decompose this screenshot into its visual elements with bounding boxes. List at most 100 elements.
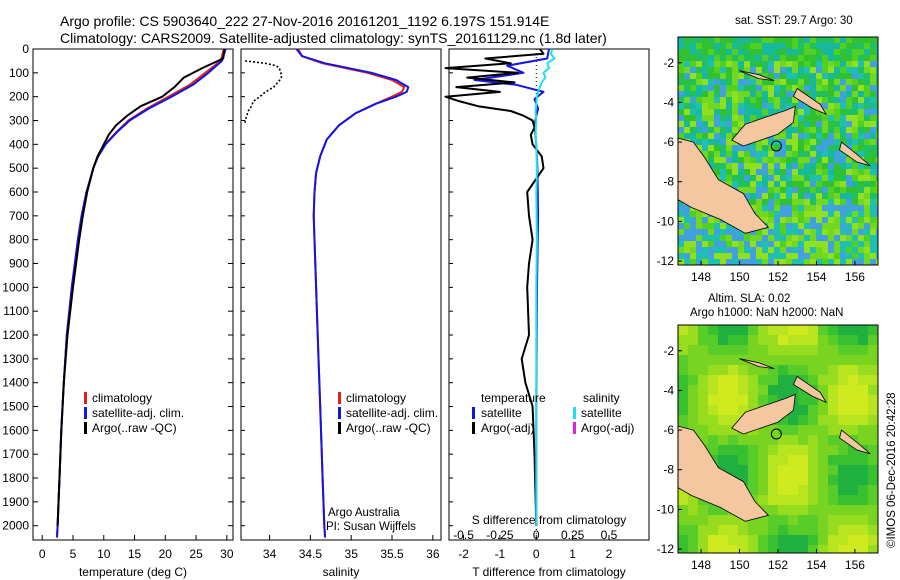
- x-tick-label: 35.5: [380, 547, 404, 561]
- map-cell: [852, 139, 858, 145]
- map-cell: [698, 345, 708, 355]
- map-cell: [678, 247, 684, 253]
- map-cell: [792, 169, 798, 175]
- map-cell: [756, 211, 762, 217]
- map-cell: [714, 247, 720, 253]
- map-cell: [792, 157, 798, 163]
- map-cell: [684, 79, 690, 85]
- map-cell: [852, 109, 858, 115]
- map-cell: [816, 235, 822, 241]
- map-cell: [834, 163, 840, 169]
- map-cell: [678, 365, 688, 375]
- map-cell: [828, 121, 834, 127]
- map-cell: [810, 247, 816, 253]
- map-cell: [864, 91, 870, 97]
- map-cell: [728, 325, 738, 335]
- map-cell: [816, 43, 822, 49]
- map-cell: [750, 163, 756, 169]
- map-cell: [792, 247, 798, 253]
- map-cell: [728, 535, 738, 545]
- map-cell: [818, 435, 828, 445]
- map-cell: [756, 229, 762, 235]
- map-cell: [816, 115, 822, 121]
- map-cell: [728, 435, 738, 445]
- map-cell: [798, 465, 808, 475]
- map-cell: [696, 73, 702, 79]
- depth-tick-label: 300: [9, 114, 29, 128]
- map-cell: [864, 253, 870, 259]
- map-cell: [728, 455, 738, 465]
- map-cell: [720, 157, 726, 163]
- map-cell: [876, 85, 878, 91]
- map-cell: [786, 103, 792, 109]
- x-tick-label: 34: [263, 547, 277, 561]
- map-cell: [838, 365, 848, 375]
- map-cell: [750, 109, 756, 115]
- map-cell: [684, 259, 690, 265]
- map-cell: [828, 61, 834, 67]
- map-cell: [876, 73, 878, 79]
- map-cell: [792, 133, 798, 139]
- map-cell: [828, 193, 834, 199]
- map-cell: [786, 193, 792, 199]
- map-cell: [698, 395, 708, 405]
- map-cell: [786, 229, 792, 235]
- map-cell: [788, 475, 798, 485]
- map-cell: [762, 85, 768, 91]
- map-cell: [788, 385, 798, 395]
- map-cell: [816, 91, 822, 97]
- map-cell: [762, 229, 768, 235]
- map-cell: [678, 61, 684, 67]
- figure-title-line2: Climatology: CARS2009. Satellite-adjuste…: [60, 30, 607, 46]
- map-cell: [718, 525, 728, 535]
- map-cell: [780, 151, 786, 157]
- map-cell: [774, 229, 780, 235]
- map-cell: [678, 211, 684, 217]
- map-cell: [858, 67, 864, 73]
- map-cell: [726, 73, 732, 79]
- map-cell: [708, 253, 714, 259]
- map-cell: [780, 73, 786, 79]
- map-cell: [702, 253, 708, 259]
- x-tick-label: 10: [97, 547, 111, 561]
- map-cell: [738, 67, 744, 73]
- map-cell: [748, 435, 758, 445]
- map-cell: [690, 49, 696, 55]
- map-cell: [808, 415, 818, 425]
- map-cell: [822, 73, 828, 79]
- map-cell: [834, 235, 840, 241]
- map-cell: [868, 465, 878, 475]
- map-cell: [858, 385, 868, 395]
- map-cell: [816, 193, 822, 199]
- s-diff-tick-label: -0.25: [486, 528, 514, 542]
- map-cell: [804, 115, 810, 121]
- map-cell: [852, 145, 858, 151]
- map-cell: [846, 79, 852, 85]
- map-cell: [840, 109, 846, 115]
- map-cell: [702, 229, 708, 235]
- map-cell: [758, 535, 768, 545]
- map-cell: [714, 217, 720, 223]
- map-cell: [858, 91, 864, 97]
- map-cell: [708, 133, 714, 139]
- map-cell: [798, 205, 804, 211]
- map-cell: [696, 37, 702, 43]
- map-cell: [708, 223, 714, 229]
- map-cell: [744, 115, 750, 121]
- map-cell: [810, 181, 816, 187]
- depth-tick-label: 400: [9, 137, 29, 151]
- map-cell: [714, 55, 720, 61]
- map-cell: [864, 157, 870, 163]
- map-cell: [756, 49, 762, 55]
- map-cell: [868, 495, 878, 505]
- map-cell: [756, 199, 762, 205]
- map-cell: [816, 127, 822, 133]
- map-cell: [774, 37, 780, 43]
- map-cell: [748, 465, 758, 475]
- map-cell: [702, 127, 708, 133]
- map-cell: [768, 145, 774, 151]
- map-cell: [870, 235, 876, 241]
- map-cell: [816, 79, 822, 85]
- map-cell: [750, 175, 756, 181]
- map-cell: [774, 133, 780, 139]
